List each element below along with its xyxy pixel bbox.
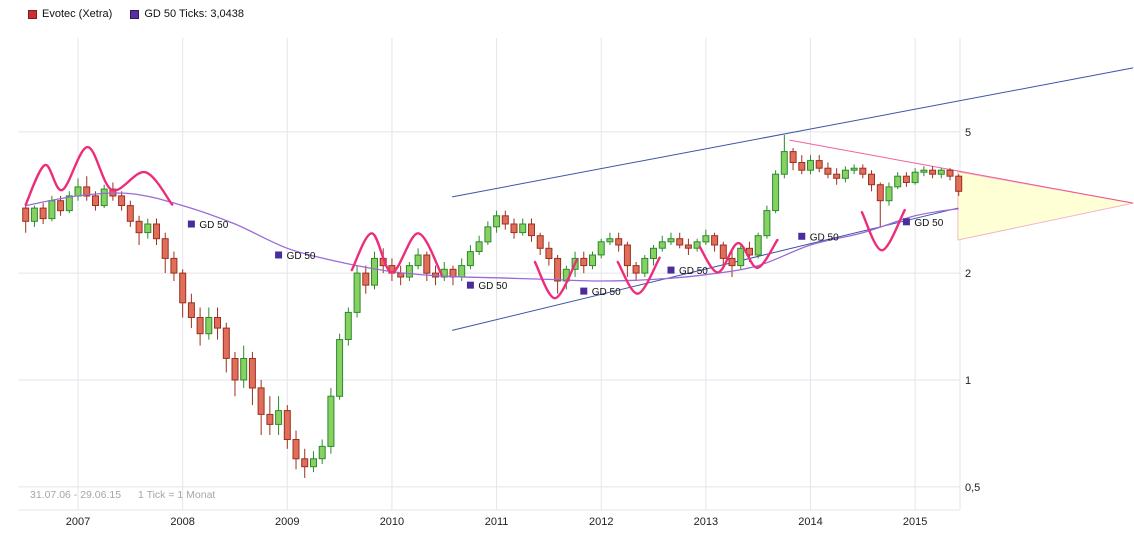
svg-text:GD 50: GD 50 [914,218,943,229]
date-range-note: 31.07.06 - 29.06.15 1 Tick = 1 Monat [30,489,215,501]
svg-text:2013: 2013 [694,516,718,528]
svg-text:0,5: 0,5 [965,482,980,494]
chart-legend: Evotec (Xetra) GD 50 Ticks: 3,0438 [28,8,262,20]
legend-item-evotec: Evotec (Xetra) [28,8,112,20]
svg-text:GD 50: GD 50 [810,232,839,243]
svg-text:2009: 2009 [275,516,299,528]
svg-text:2015: 2015 [903,516,927,528]
svg-text:5: 5 [965,127,971,139]
date-range-text: 31.07.06 - 29.06.15 [30,489,122,501]
svg-text:2012: 2012 [589,516,613,528]
svg-text:GD 50: GD 50 [478,281,507,292]
svg-text:2007: 2007 [66,516,90,528]
svg-text:2011: 2011 [485,516,509,528]
svg-text:2008: 2008 [170,516,194,528]
svg-text:GD 50: GD 50 [199,220,228,231]
evotec-series-label: Evotec (Xetra) [42,8,113,20]
legend-item-gd50: GD 50 Ticks: 3,0438 [130,8,244,20]
tick-unit-text: 1 Tick = 1 Monat [138,489,216,501]
svg-text:GD 50: GD 50 [592,287,621,298]
svg-text:GD 50: GD 50 [287,251,316,262]
svg-text:GD 50: GD 50 [679,266,708,277]
svg-text:2010: 2010 [380,516,404,528]
svg-text:2014: 2014 [798,516,822,528]
svg-text:2: 2 [965,268,971,280]
gd50-series-label: GD 50 Ticks: 3,0438 [144,8,244,20]
gd50-series-marker-icon [130,9,140,19]
evotec-series-marker-icon [28,9,37,19]
svg-text:1: 1 [965,375,971,387]
